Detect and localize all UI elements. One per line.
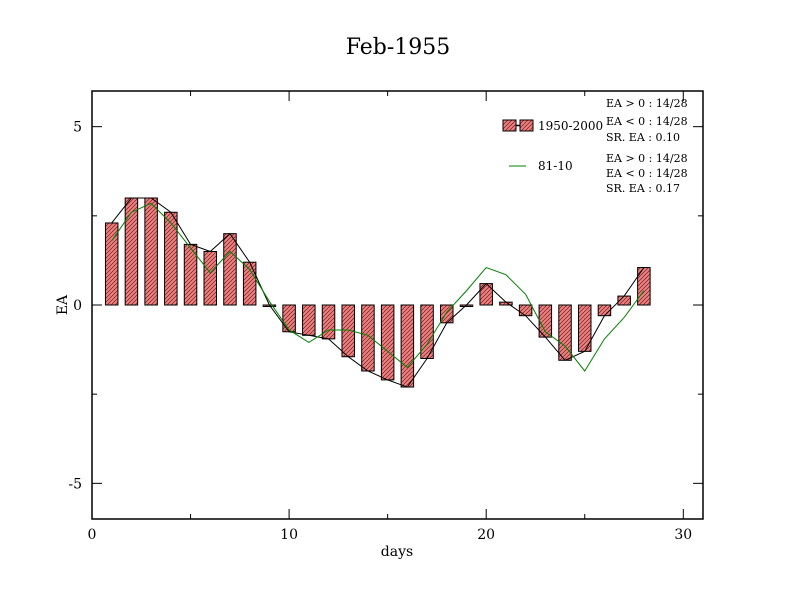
line-81-10: [111, 202, 645, 372]
bar-day-3: [144, 197, 158, 306]
chart-title: Feb-1955: [346, 35, 451, 60]
bar-day-8: [242, 261, 257, 306]
legend-bar-swatch: [502, 119, 517, 132]
legend-label-1950-2000: 1950-2000: [538, 119, 603, 133]
bar-day-20: [479, 283, 493, 306]
bar-day-11: [302, 304, 316, 336]
legend-stat-2-1: EA > 0 : 14/28: [606, 152, 688, 165]
y-tick-label: 5: [73, 120, 82, 136]
x-axis-label: days: [381, 544, 413, 560]
y-tick-label: 0: [73, 298, 82, 314]
x-tick-label: 0: [88, 527, 97, 543]
bar-day-26: [597, 304, 612, 317]
legend-stat-2-2: EA < 0 : 14/28: [606, 167, 688, 180]
legend-stat-1-2: EA < 0 : 14/28: [606, 115, 688, 128]
bar-day-22: [518, 304, 533, 317]
y-axis-label: EA: [55, 294, 71, 315]
legend-label-81-10: 81-10: [538, 159, 573, 173]
bar-day-2: [124, 197, 139, 306]
bar-day-16: [400, 304, 415, 388]
legend-bar-swatch-2: [519, 119, 534, 132]
legend-stat-1-3: SR. EA : 0.10: [606, 131, 680, 144]
bar-day-14: [361, 304, 375, 372]
bar-day-6: [203, 251, 218, 306]
legend-stat-2-3: SR. EA : 0.17: [606, 182, 680, 195]
x-tick-label: 10: [280, 527, 298, 543]
x-tick-label: 20: [477, 527, 495, 543]
axis-ticks: 0 10 20 30 -5 0 5: [68, 91, 703, 543]
bar-day-7: [223, 233, 237, 306]
bar-series-line: [111, 197, 645, 388]
legend: 1950-2000 EA > 0 : 14/28 EA < 0 : 14/28 …: [502, 97, 688, 195]
bar-day-10: [282, 304, 296, 333]
line-series: [111, 202, 645, 372]
legend-stat-1-1: EA > 0 : 14/28: [606, 97, 688, 110]
bar-series: [104, 197, 651, 388]
bar-day-4: [164, 211, 178, 306]
x-tick-label: 30: [674, 527, 692, 543]
y-tick-label: -5: [68, 476, 82, 492]
bar-day-15: [380, 304, 395, 381]
bar-day-12: [321, 304, 336, 340]
